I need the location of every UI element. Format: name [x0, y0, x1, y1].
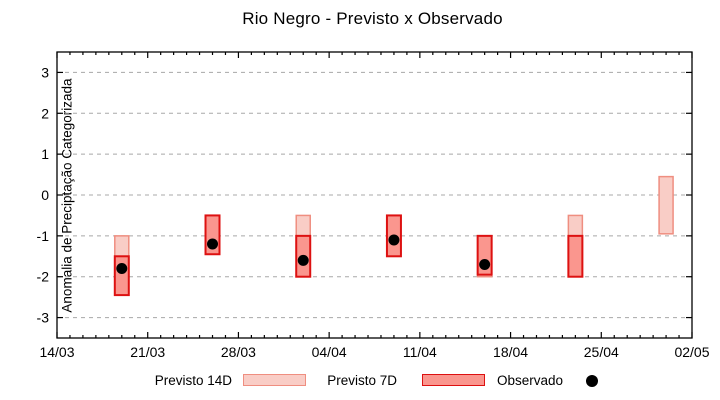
legend-label-previsto-7d: Previsto 7D [327, 373, 397, 388]
y-tick-label: -1 [37, 228, 50, 244]
y-tick-label: -2 [37, 269, 50, 285]
legend-swatch-previsto-7d-icon [422, 374, 485, 386]
bar-previsto-7d [567, 234, 584, 278]
x-tick-label: 04/04 [312, 344, 347, 360]
observado-point [297, 254, 309, 266]
chart-title: Rio Negro - Previsto x Observado [242, 9, 503, 28]
bar-previsto-7d [113, 255, 130, 297]
observado-point [479, 258, 491, 270]
y-tick-label: 3 [41, 64, 49, 80]
legend-swatch-observado-icon [586, 375, 598, 387]
y-tick-label: 0 [41, 187, 49, 203]
legend-label-observado: Observado [496, 373, 563, 388]
y-tick-label: -3 [37, 310, 50, 326]
y-tick-label: 2 [41, 105, 49, 121]
x-tick-label: 11/04 [403, 344, 437, 360]
y-tick-label: 1 [41, 146, 49, 162]
observado-point [116, 263, 128, 275]
observado-point [207, 238, 219, 250]
x-tick-label: 28/03 [221, 344, 256, 360]
observado-point [388, 234, 400, 246]
x-tick-label: 21/03 [130, 344, 165, 360]
legend-label-previsto-14d: Previsto 14D [154, 373, 232, 388]
x-tick-label: 25/04 [584, 344, 619, 360]
legend-swatch-previsto-14d-icon [243, 374, 306, 386]
x-tick-label: 02/05 [674, 344, 709, 360]
x-tick-label: 14/03 [39, 344, 74, 360]
bar-previsto-14d [658, 175, 674, 235]
x-tick-label: 18/04 [493, 344, 528, 360]
